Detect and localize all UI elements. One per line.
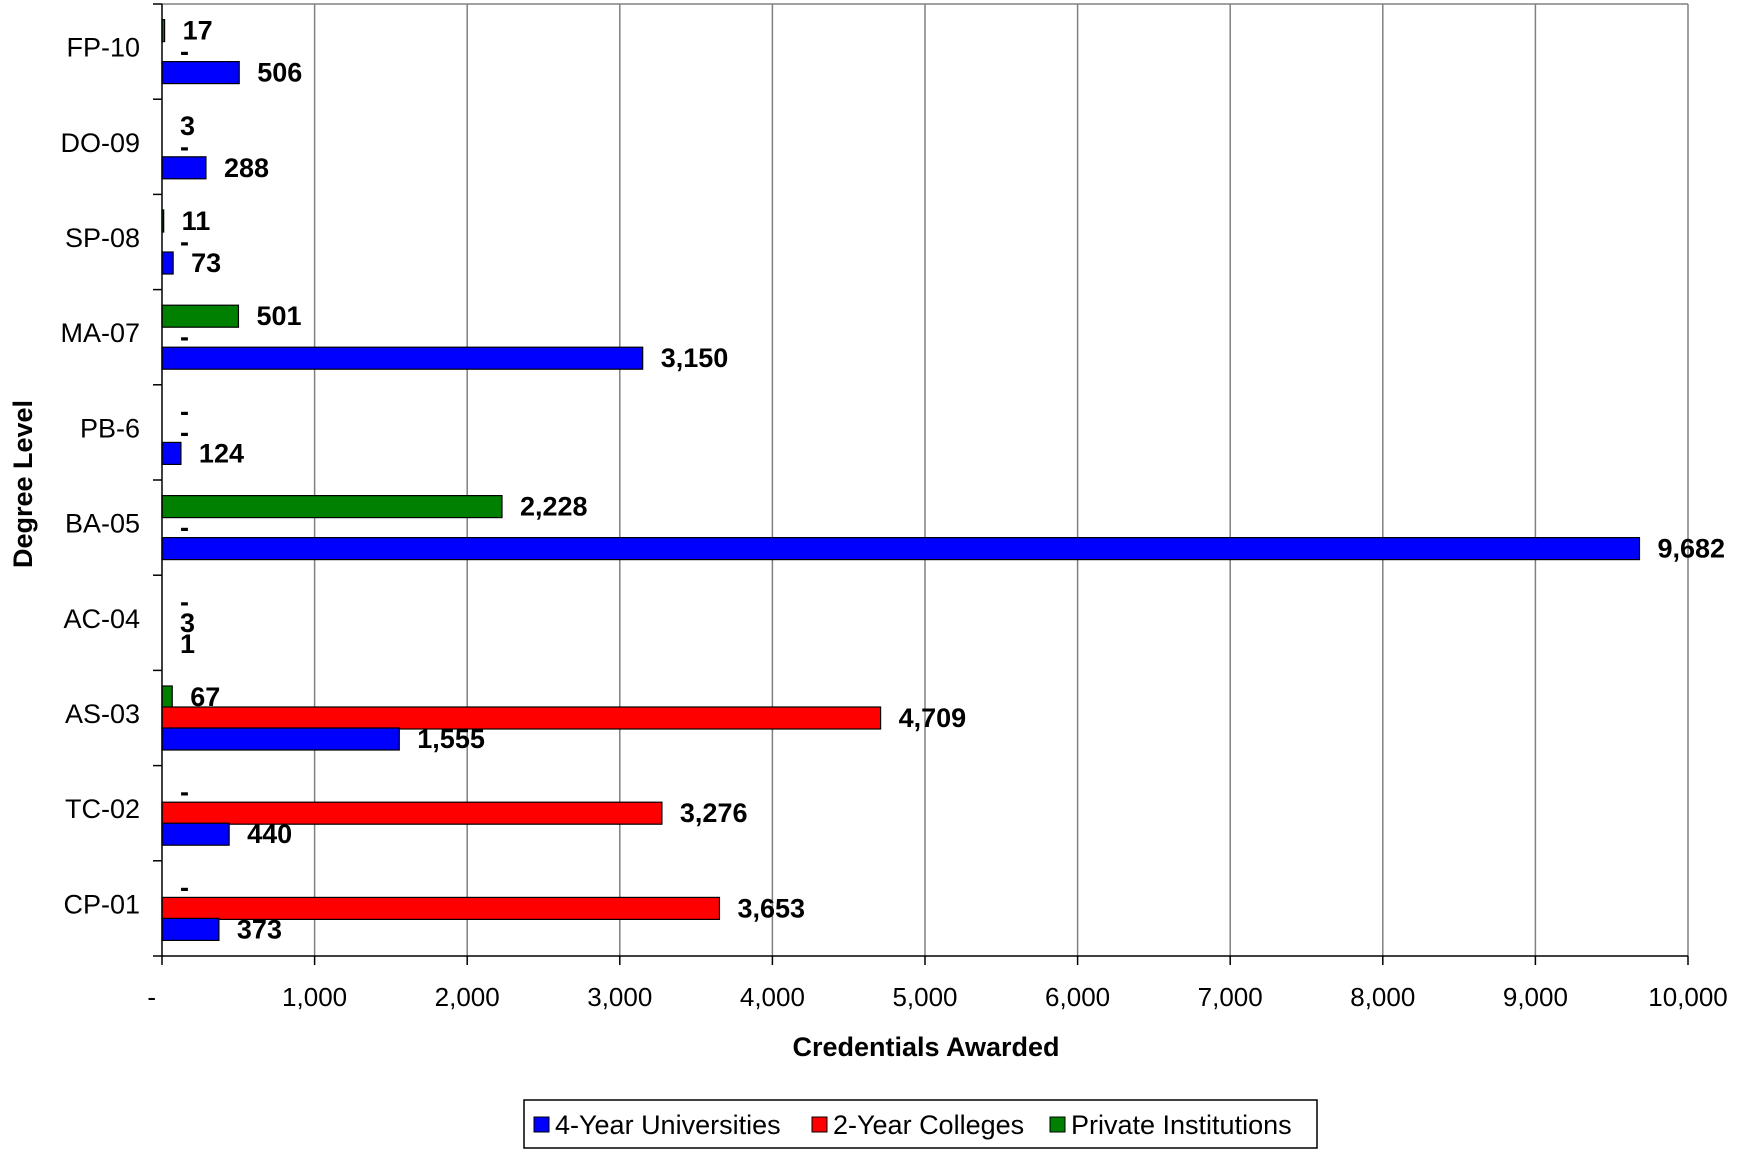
bar-2-year-colleges — [161, 706, 882, 730]
data-label: 9,682 — [1657, 534, 1725, 564]
y-tick-label: MA-07 — [60, 318, 140, 348]
x-tick-label: 7,000 — [1198, 982, 1263, 1012]
data-label: 73 — [191, 248, 221, 278]
legend-label: 4-Year Universities — [555, 1110, 781, 1140]
data-label: 11 — [182, 206, 211, 236]
data-label: - — [180, 227, 189, 257]
data-label: - — [180, 37, 189, 67]
data-label: - — [180, 872, 189, 902]
data-label: 4,709 — [899, 703, 967, 733]
y-tick-label: FP-10 — [66, 33, 140, 63]
bar-private-institutions — [161, 495, 503, 519]
x-tick-label: 4,000 — [740, 982, 805, 1012]
bar-4-year-universities — [161, 251, 174, 275]
legend: 4-Year Universities 2-Year Colleges Privat… — [523, 1099, 1318, 1149]
y-tick-label: DO-09 — [60, 128, 140, 158]
x-tick-label: 6,000 — [1045, 982, 1110, 1012]
data-label: - — [180, 777, 189, 807]
bar-2-year-colleges — [161, 801, 663, 825]
legend-swatch — [1049, 1116, 1066, 1133]
bar-private-institutions — [161, 685, 173, 709]
legend-label: Private Institutions — [1071, 1110, 1292, 1140]
data-label: - — [180, 417, 189, 447]
data-label: 506 — [257, 58, 302, 88]
x-tick-label: 1,000 — [282, 982, 347, 1012]
y-tick-label: SP-08 — [65, 223, 140, 253]
legend-swatch — [811, 1116, 828, 1133]
data-label: 2,228 — [520, 492, 588, 522]
axes-layer: FP-10 DO-09 SP-08 MA-07 PB-6 BA-05 AC-04 AS-03 T… — [60, 3, 1728, 1012]
data-label: - — [180, 322, 189, 352]
bar-4-year-universities — [161, 346, 644, 370]
bar-4-year-universities — [161, 441, 182, 465]
x-tick-label: 10,000 — [1648, 982, 1728, 1012]
data-labels-layer: 17-5063-28811-73501-3,150--1242,228-9,68… — [180, 16, 1725, 945]
y-tick-label: AC-04 — [63, 604, 140, 634]
x-tick-label: 2,000 — [435, 982, 500, 1012]
bar-4-year-universities — [161, 917, 220, 942]
data-label: 440 — [247, 819, 292, 849]
bar-4-year-universities — [161, 727, 400, 751]
y-tick-label: PB-6 — [80, 413, 140, 443]
data-label: 3,276 — [680, 798, 748, 828]
bar-4-year-universities — [161, 822, 230, 846]
bar-private-institutions — [161, 304, 240, 328]
data-label: - — [180, 513, 189, 543]
data-label: 1 — [180, 629, 195, 659]
x-tick-label: - — [147, 982, 156, 1012]
legend-frame — [523, 1099, 1318, 1149]
x-tick-label: 5,000 — [892, 982, 957, 1012]
data-label: 124 — [199, 438, 244, 468]
data-label: - — [180, 587, 189, 617]
data-label: 17 — [183, 16, 213, 46]
y-tick-label: CP-01 — [63, 889, 140, 919]
grid-layer — [162, 3, 1689, 956]
y-axis-title: Degree Level — [8, 400, 38, 568]
bar-4-year-universities — [161, 60, 240, 85]
y-tick-label: TC-02 — [65, 794, 140, 824]
data-label: 3 — [180, 608, 195, 638]
data-label: 3 — [180, 111, 195, 141]
x-tick-label: 3,000 — [587, 982, 652, 1012]
data-label: 288 — [224, 153, 269, 183]
data-label: 1,555 — [417, 724, 485, 754]
data-label: 3,653 — [737, 893, 805, 923]
bars-layer — [161, 19, 1641, 942]
data-label: 3,150 — [661, 343, 729, 373]
legend-label: 2-Year Colleges — [833, 1110, 1024, 1140]
data-label: 67 — [190, 682, 220, 712]
x-tick-label: 8,000 — [1350, 982, 1415, 1012]
y-tick-label: BA-05 — [65, 509, 140, 539]
bar-4-year-universities — [161, 536, 1641, 561]
x-tick-label: 9,000 — [1503, 982, 1568, 1012]
legend-swatch — [533, 1116, 550, 1133]
x-axis-title: Credentials Awarded — [792, 1032, 1059, 1062]
y-tick-label: AS-03 — [65, 699, 140, 729]
data-label: 373 — [237, 914, 282, 944]
data-label: - — [180, 132, 189, 162]
data-label: - — [180, 396, 189, 426]
data-label: 501 — [256, 301, 301, 331]
